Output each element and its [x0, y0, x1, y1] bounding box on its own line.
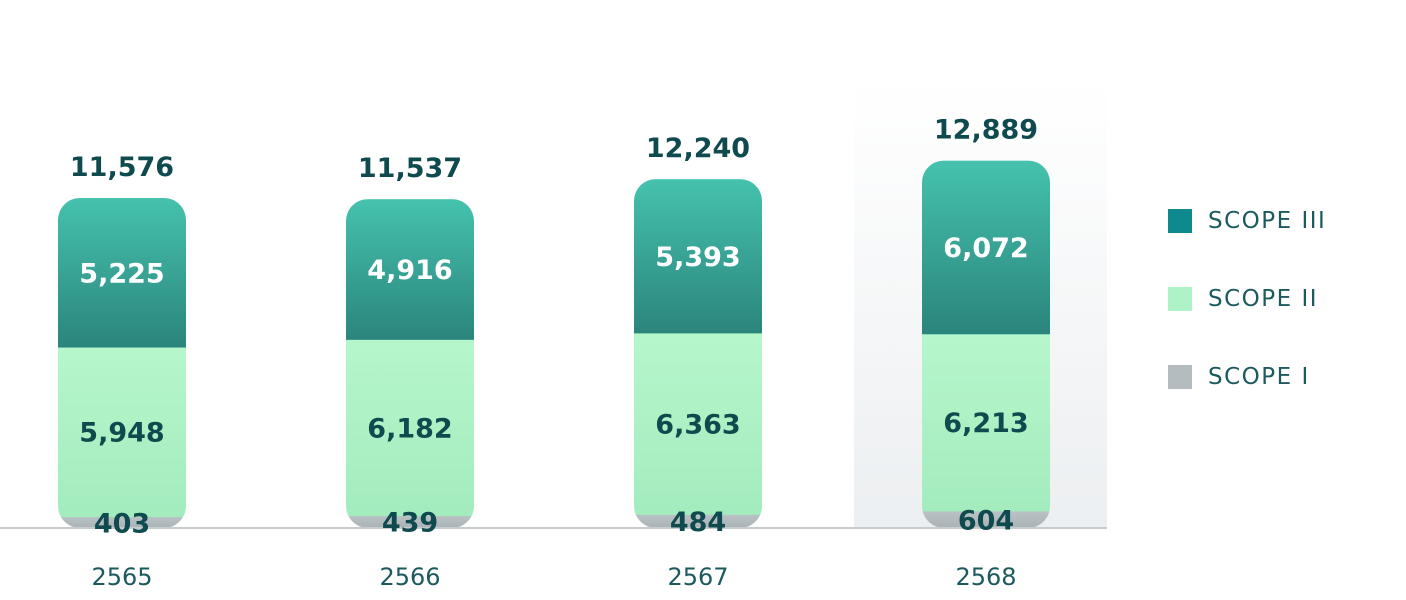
scope-i-segment	[346, 515, 474, 528]
scope-i-segment	[58, 516, 186, 528]
x-tick-label: 2567	[667, 563, 728, 591]
total-value-label: 11,576	[70, 152, 174, 183]
scope-iii-segment	[58, 198, 186, 348]
scope-i-value-label: 484	[670, 507, 726, 538]
x-tick-label: 2566	[379, 563, 440, 591]
scope-ii-segment	[634, 332, 762, 515]
scope-iii-value-label: 6,072	[943, 233, 1028, 264]
bar-2566	[346, 199, 474, 528]
legend-swatch	[1168, 365, 1192, 389]
scope-ii-segment	[346, 339, 474, 517]
scope-ii-segment	[58, 346, 186, 518]
bar-2565	[58, 198, 186, 528]
legend: SCOPE III SCOPE II SCOPE I	[1168, 198, 1326, 432]
total-value-label: 12,889	[934, 115, 1038, 146]
legend-label: SCOPE II	[1208, 286, 1319, 312]
scope-iii-segment	[346, 199, 474, 340]
scope-i-segment	[634, 514, 762, 529]
scope-i-value-label: 604	[958, 505, 1014, 536]
bar-2568	[922, 160, 1050, 528]
legend-label: SCOPE I	[1208, 364, 1310, 390]
legend-item: SCOPE I	[1168, 354, 1326, 400]
total-value-label: 12,240	[646, 133, 750, 164]
legend-swatch	[1168, 287, 1192, 311]
scope-ii-value-label: 6,182	[367, 413, 452, 444]
scope-ii-value-label: 6,213	[943, 408, 1028, 439]
scope-i-value-label: 439	[382, 508, 438, 539]
scope-iii-value-label: 5,393	[655, 242, 740, 273]
scope-ii-value-label: 5,948	[79, 418, 164, 449]
scope-iii-segment	[922, 160, 1050, 335]
legend-swatch	[1168, 209, 1192, 233]
scope-ii-segment	[922, 333, 1050, 512]
legend-label: SCOPE III	[1208, 208, 1327, 234]
legend-item: SCOPE II	[1168, 276, 1326, 322]
scope-ii-value-label: 6,363	[655, 410, 740, 441]
scope-i-value-label: 403	[94, 508, 150, 539]
bar-2567	[634, 179, 762, 529]
scope-i-segment	[922, 510, 1050, 528]
legend-item: SCOPE III	[1168, 198, 1326, 244]
total-value-label: 11,537	[358, 153, 462, 184]
scope-iii-segment	[634, 179, 762, 334]
scope-iii-value-label: 5,225	[79, 258, 164, 289]
scope-iii-value-label: 4,916	[367, 255, 452, 286]
x-tick-label: 2565	[91, 563, 152, 591]
x-tick-label: 2568	[955, 563, 1016, 591]
